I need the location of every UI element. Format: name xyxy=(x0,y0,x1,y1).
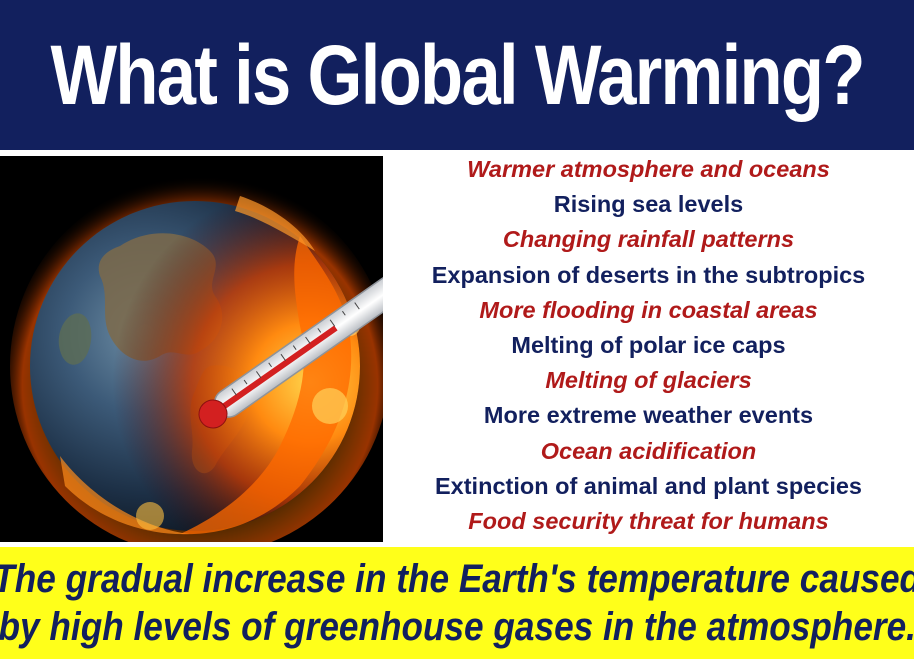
list-item: Melting of glaciers xyxy=(545,367,752,394)
list-item: Warmer atmosphere and oceans xyxy=(467,156,830,182)
list-item: More extreme weather events xyxy=(483,402,814,429)
page-title: What is Global Warming? xyxy=(50,27,865,122)
list-item: Extinction of animal and plant species xyxy=(434,472,862,499)
list-item: More flooding in coastal areas xyxy=(479,296,818,323)
list-item: Changing rainfall patterns xyxy=(502,226,795,253)
title-banner: What is Global Warming? xyxy=(0,0,914,150)
list-item: Ocean acidification xyxy=(540,437,757,464)
list-item: Melting of polar ice caps xyxy=(511,331,786,358)
definition-banner: The gradual increase in the Earth's temp… xyxy=(0,547,914,659)
list-item: Expansion of deserts in the subtropics xyxy=(431,261,866,288)
list-item: Food security threat for humans xyxy=(468,507,829,534)
burning-earth-thermometer-icon xyxy=(0,156,383,542)
definition-line-1: The gradual increase in the Earth's temp… xyxy=(0,557,914,601)
list-item: Rising sea levels xyxy=(553,191,744,218)
global-warming-effects-list: Warmer atmosphere and oceans Rising sea … xyxy=(383,150,914,542)
definition-line-2: by high levels of greenhouse gases in th… xyxy=(0,605,914,649)
